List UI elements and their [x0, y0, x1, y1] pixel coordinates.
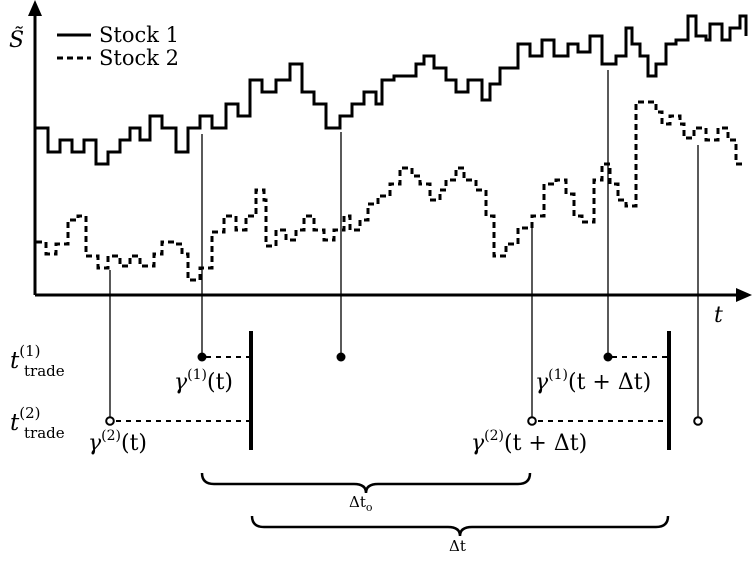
y-axis-label: S̃ — [9, 27, 24, 53]
brace-dt-o-label: Δto — [349, 493, 373, 514]
trade-2-marker — [527, 416, 537, 426]
trade-2-marker — [693, 416, 703, 426]
trade-1-marker — [603, 352, 613, 362]
x-axis-arrowhead — [736, 288, 752, 302]
brace-dt-o — [200, 472, 532, 494]
x-axis-label: t — [714, 303, 723, 328]
trade-markers — [105, 352, 703, 426]
brace-dt — [250, 515, 670, 537]
gamma1-tdt-label: γ(1)(t + Δt) — [535, 367, 651, 395]
legend-stock-1-label: Stock 1 — [99, 23, 179, 47]
trade-row-1-label: t(1) trade — [10, 342, 65, 380]
trade-row-2-label: t(2) trade — [10, 404, 65, 442]
legend: Stock 1 Stock 2 — [57, 23, 179, 70]
gamma2-tdt-label: γ(2)(t + Δt) — [471, 428, 587, 456]
trade-connectors — [116, 356, 668, 422]
y-axis-arrowhead — [28, 0, 42, 16]
trade-1-marker — [197, 352, 207, 362]
sampling-lines — [109, 70, 699, 420]
trade-2-marker — [105, 416, 115, 426]
gamma2-t-label: γ(2)(t) — [88, 428, 147, 456]
brace-dt-label: Δt — [449, 537, 466, 555]
trade-1-marker — [336, 352, 346, 362]
stock-2-path — [36, 100, 746, 282]
gamma1-t-label: γ(1)(t) — [174, 367, 233, 395]
stock-1-path — [36, 14, 748, 166]
legend-stock-2-label: Stock 2 — [99, 46, 179, 70]
